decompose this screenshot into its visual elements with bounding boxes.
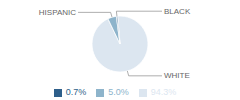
html-text:5.0%: 5.0%	[108, 87, 129, 97]
html-text:0.7%: 0.7%	[65, 87, 87, 97]
svg-text:HISPANIC: HISPANIC	[39, 8, 76, 17]
svg-text:BLACK: BLACK	[164, 7, 191, 16]
html-text:94.3%: 94.3%	[150, 87, 177, 97]
svg-text:WHITE: WHITE	[164, 71, 190, 80]
